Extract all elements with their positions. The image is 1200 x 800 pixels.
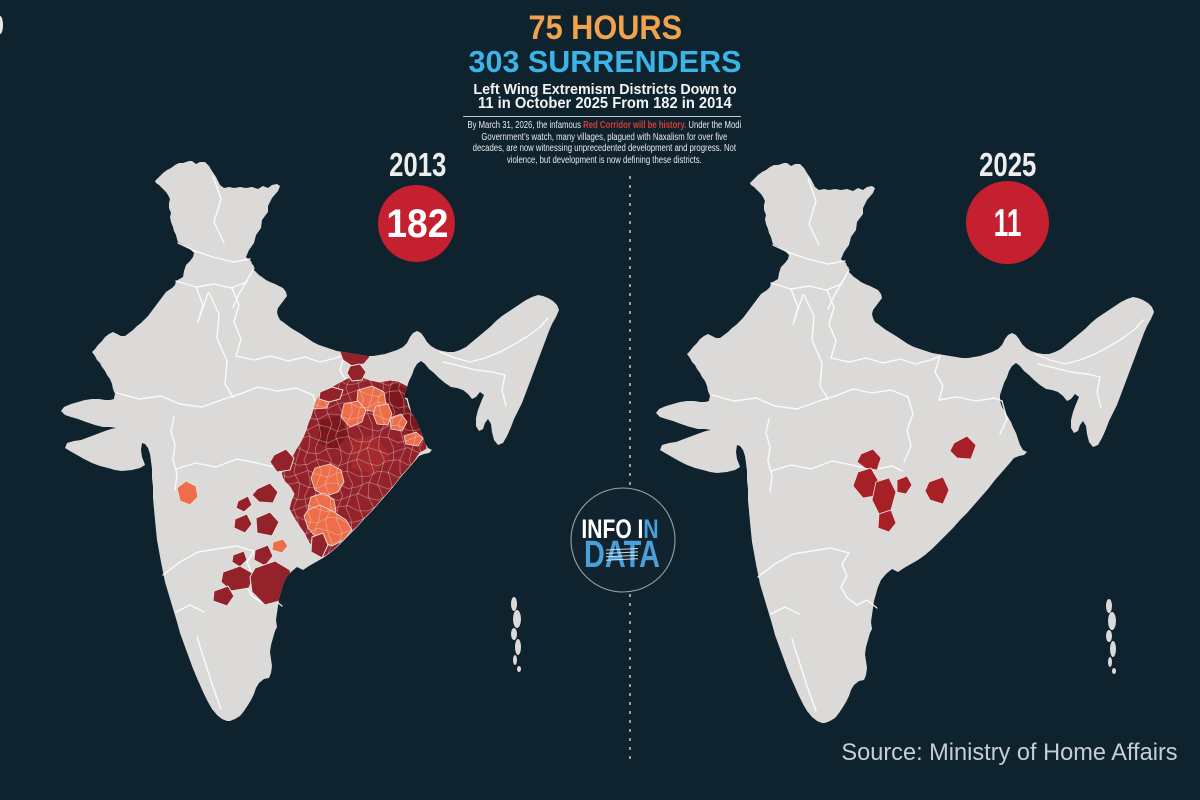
svg-text:DATA: DATA [584,533,660,576]
svg-text:INFO IN: INFO IN [581,515,658,545]
